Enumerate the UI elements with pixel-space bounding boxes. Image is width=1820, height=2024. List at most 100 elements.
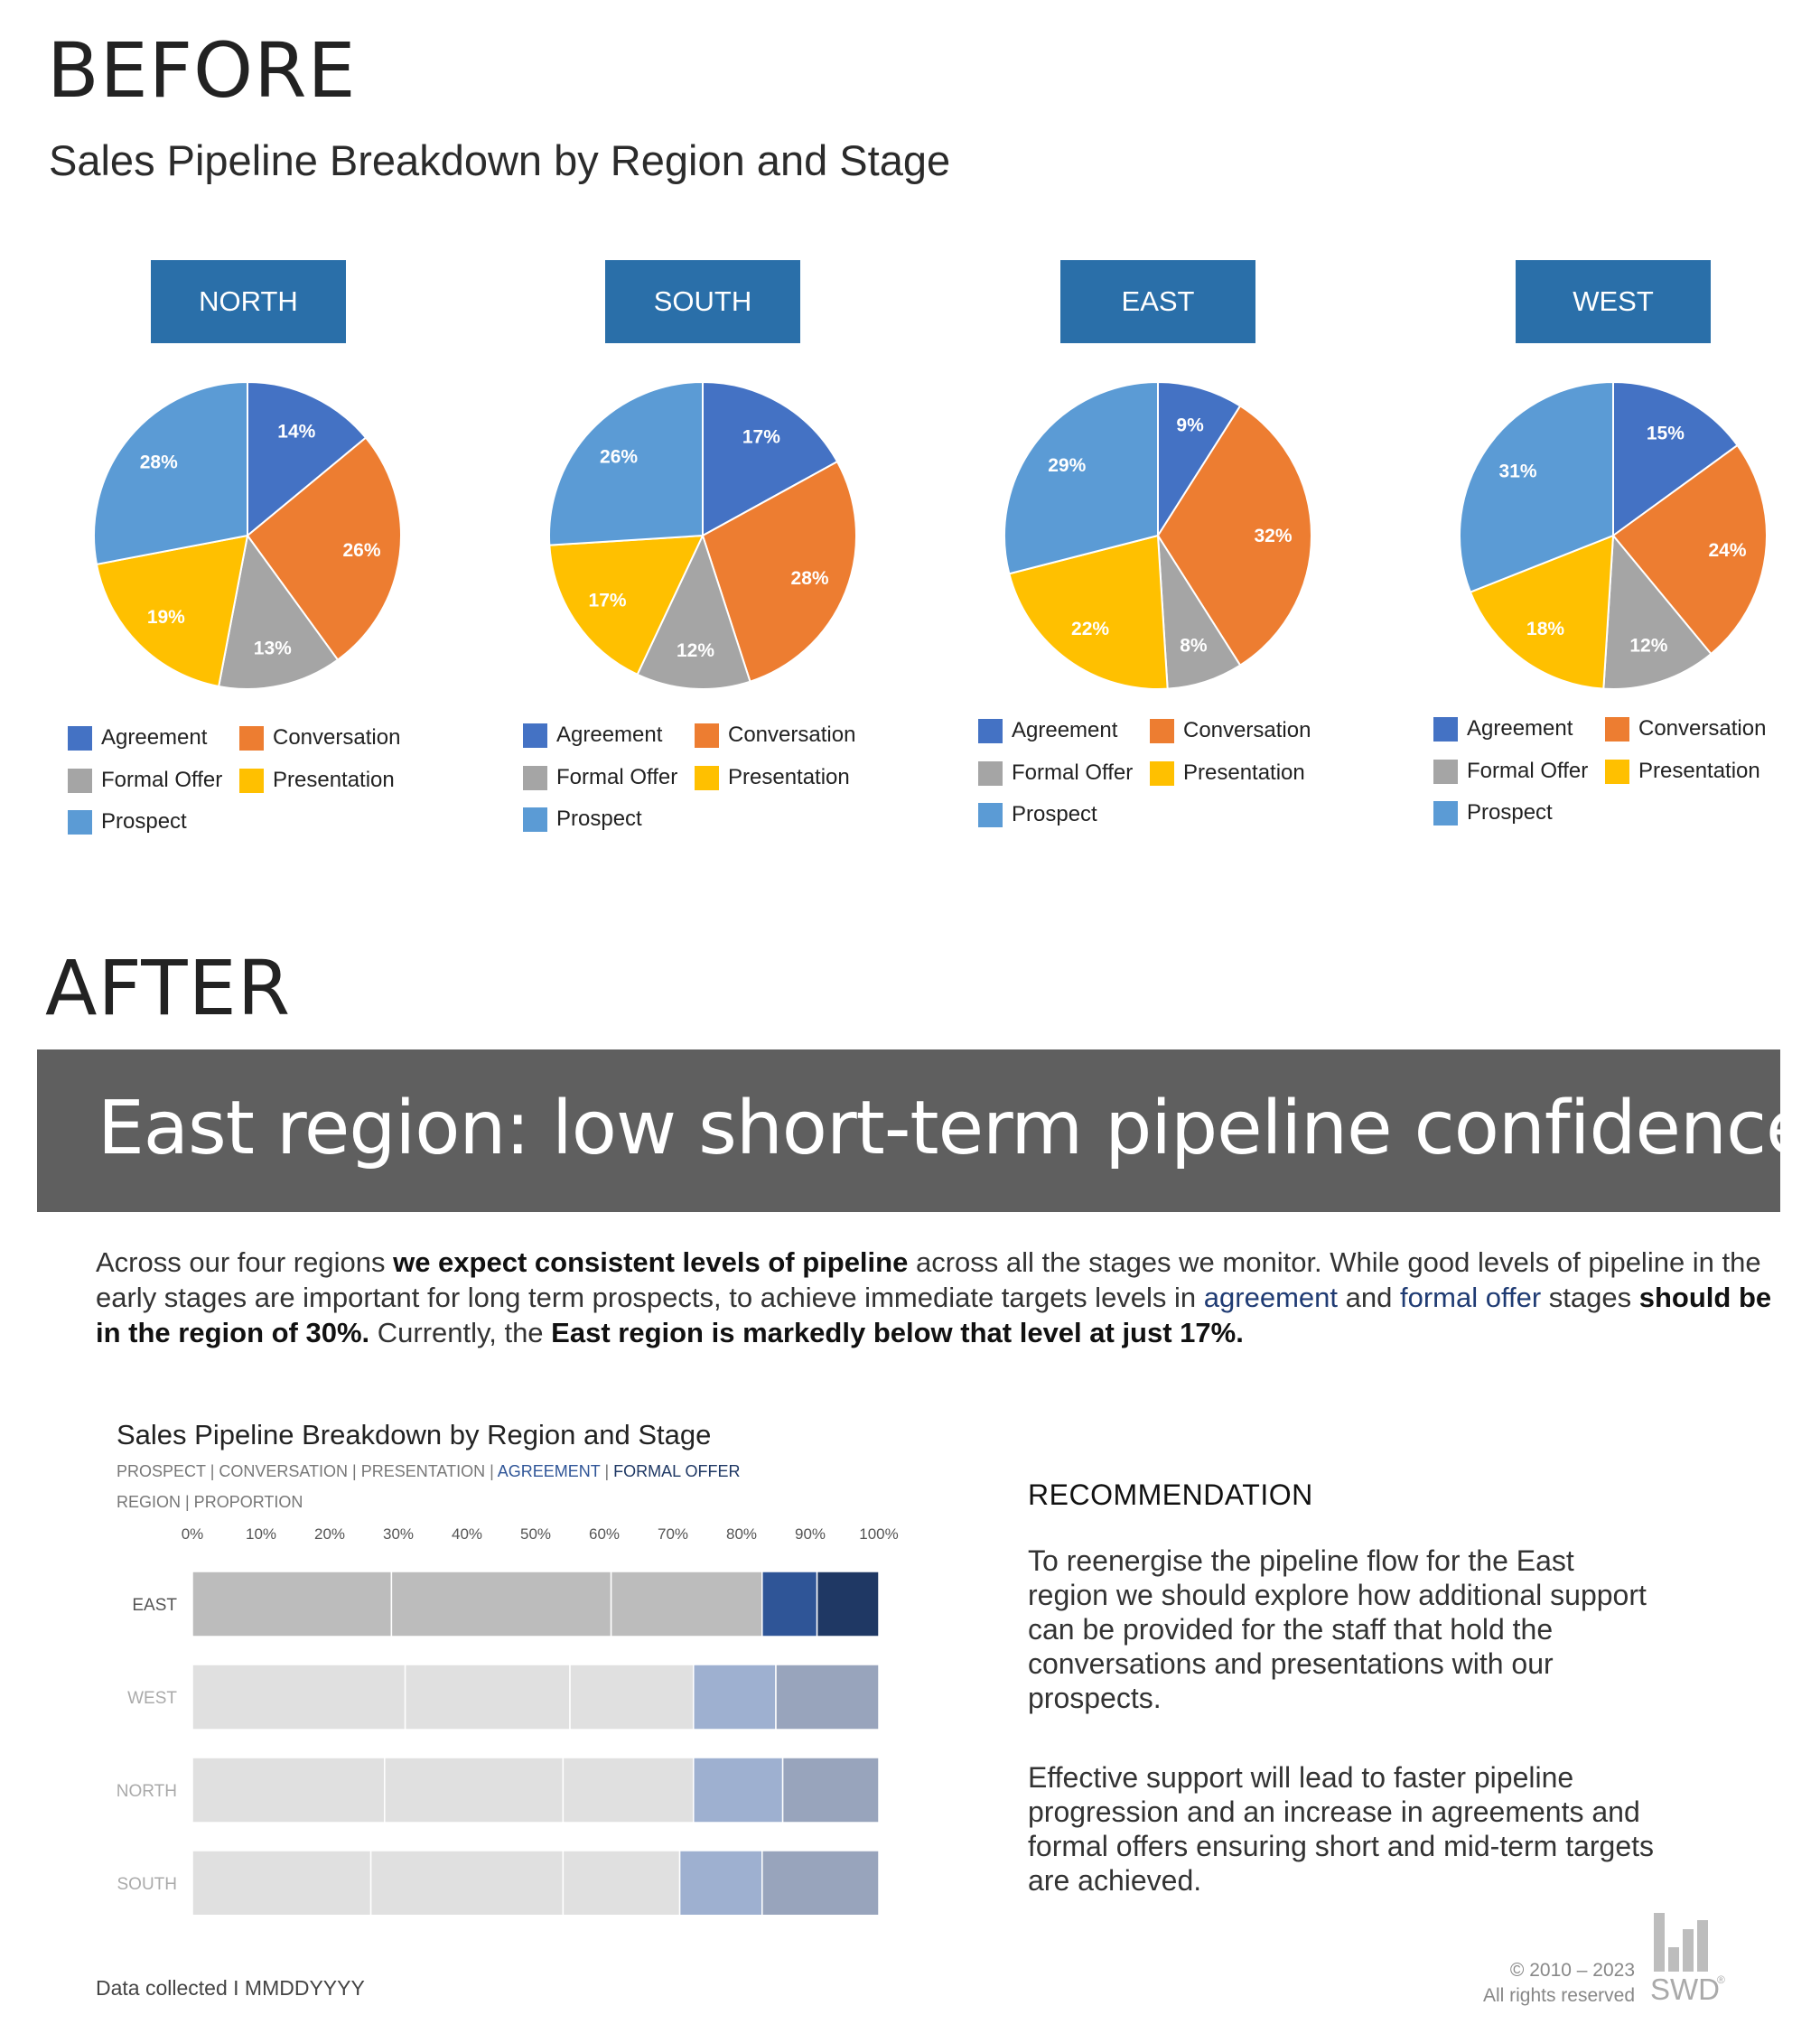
legend-item-agreement: Agreement <box>523 723 662 748</box>
x-tick-label: 70% <box>658 1525 688 1543</box>
legend-item-agreement: Agreement <box>68 725 207 751</box>
recommendation-paragraph-1: To reenergise the pipeline flow for the … <box>1028 1544 1647 1714</box>
bar-segment-south-formal-offer <box>761 1850 880 1915</box>
legend-formal-offer: FORMAL OFFER <box>613 1462 741 1480</box>
pie-value-label: 26% <box>600 447 638 468</box>
pie-slice-formal-offer <box>217 533 340 690</box>
bar-chart-title: Sales Pipeline Breakdown by Region and S… <box>117 1419 712 1450</box>
region-header-east: EAST <box>1060 260 1255 343</box>
pie-slice-agreement <box>1157 380 1242 539</box>
legend-item-conversation: Conversation <box>1605 716 1766 742</box>
legend-swatch <box>1433 716 1458 742</box>
legend-label: Conversation <box>1638 716 1767 741</box>
bar-segment-south-agreement <box>678 1850 763 1915</box>
pie-value-label: 13% <box>254 638 292 658</box>
summary-agreement-highlight: agreement <box>1203 1282 1339 1313</box>
bar-chart-legend: PROSPECT | CONVERSATION | PRESENTATION |… <box>117 1462 741 1480</box>
legend-label: Prospect <box>101 809 187 834</box>
legend-label: Presentation <box>273 768 395 792</box>
legend-swatch <box>1605 759 1629 784</box>
legend-item-presentation: Presentation <box>695 765 850 790</box>
pie-value-label: 26% <box>342 540 380 561</box>
x-tick-label: 90% <box>795 1525 826 1543</box>
region-header-west: WEST <box>1516 260 1711 343</box>
legend-label: Conversation <box>728 723 856 747</box>
summary-emphasis-3: East region is markedly below that level… <box>551 1317 1244 1348</box>
legend-swatch <box>978 760 1003 786</box>
legend-label: Agreement <box>556 723 663 747</box>
legend-item-prospect: Prospect <box>1433 800 1553 825</box>
pie-value-label: 31% <box>1499 461 1537 481</box>
legend-item-prospect: Prospect <box>68 809 187 835</box>
pie-slice-conversation <box>1611 443 1768 656</box>
pie-slice-presentation <box>1469 534 1615 690</box>
bar-segment-north-formal-offer <box>781 1757 880 1823</box>
pie-value-label: 17% <box>742 426 780 447</box>
pie-value-label: 32% <box>1254 526 1292 546</box>
pie-slice-prospect <box>93 380 248 566</box>
swd-logo: SWD ® <box>1650 1913 1731 2012</box>
bar-segment-south-presentation <box>562 1850 681 1915</box>
x-tick-label: 100% <box>859 1525 898 1543</box>
legend-label: Presentation <box>1183 760 1305 785</box>
legend-label: Conversation <box>273 725 401 750</box>
legend-item-presentation: Presentation <box>1605 759 1760 784</box>
region-header-south: SOUTH <box>605 260 800 343</box>
summary-emphasis-1: we expect consistent levels of pipeline <box>393 1246 909 1278</box>
bar-segment-east-formal-offer <box>816 1571 880 1637</box>
pie-slice-formal-offer <box>636 533 751 690</box>
legend-swatch <box>1150 760 1174 786</box>
x-tick-label: 10% <box>246 1525 276 1543</box>
legend-label: Agreement <box>1467 716 1573 741</box>
summary-emphasis-2: should be in the region of 30%. <box>96 1282 1772 1348</box>
headline: East region: low short-term pipeline con… <box>98 1086 1811 1171</box>
pie-value-label: 12% <box>677 640 714 661</box>
legend-swatch <box>1150 718 1174 743</box>
pie-chart-west: 15% 24% 12% 18% 31% <box>1459 380 1768 690</box>
legend-swatch <box>978 718 1003 743</box>
legend-swatch <box>1433 800 1458 825</box>
pie-value-label: 12% <box>1629 635 1667 656</box>
category-label-north: NORTH <box>117 1782 177 1801</box>
pie-value-label: 29% <box>1048 455 1086 476</box>
after-label: AFTER <box>45 944 292 1032</box>
bar-segment-north-agreement <box>693 1757 784 1823</box>
legend-item-conversation: Conversation <box>239 725 400 751</box>
before-chart-title: Sales Pipeline Breakdown by Region and S… <box>49 136 951 184</box>
legend-swatch <box>978 802 1003 827</box>
pie-slice-presentation <box>1008 534 1169 690</box>
legend-swatch <box>1433 759 1458 784</box>
x-tick-label: 80% <box>726 1525 757 1543</box>
pie-slice-conversation <box>701 460 857 683</box>
legend-item-agreement: Agreement <box>1433 716 1573 742</box>
bar-segment-west-conversation <box>404 1664 571 1730</box>
bar-segment-north-prospect <box>191 1757 386 1823</box>
x-tick-label: 0% <box>182 1525 204 1543</box>
pie-slice-prospect <box>1459 380 1614 593</box>
pie-slice-presentation <box>95 534 249 688</box>
legend-label: Formal Offer <box>101 768 223 792</box>
legend-swatch <box>239 725 264 751</box>
pie-slice-conversation <box>1156 405 1313 667</box>
legend-item-presentation: Presentation <box>1150 760 1305 786</box>
category-label-south: SOUTH <box>117 1875 178 1894</box>
headline-bar: East region: low short-term pipeline con… <box>37 1049 1811 1212</box>
pie-chart-south: 17% 28% 12% 17% 26% <box>548 380 857 690</box>
pie-chart-north: 14% 26% 13% 19% 28% <box>93 380 402 690</box>
pie-value-label: 22% <box>1071 619 1109 639</box>
legend-swatch <box>523 765 547 790</box>
legend-label: Prospect <box>1467 800 1553 825</box>
x-tick-label: 20% <box>314 1525 345 1543</box>
pie-value-label: 28% <box>791 568 829 589</box>
x-tick-label: 50% <box>520 1525 551 1543</box>
legend-label: Prospect <box>1012 802 1097 826</box>
pie-value-label: 28% <box>140 452 178 473</box>
pie-value-label: 18% <box>1526 619 1564 639</box>
legend-label: Formal Offer <box>1012 760 1134 785</box>
copyright: © 2010 – 2023 All rights reserved <box>1482 1960 1635 2006</box>
bar-segment-east-prospect <box>191 1571 393 1637</box>
pie-value-label: 15% <box>1647 423 1685 443</box>
bar-segment-south-conversation <box>369 1850 565 1915</box>
legend-label: Formal Offer <box>1467 759 1589 783</box>
legend-item-agreement: Agreement <box>978 718 1117 743</box>
